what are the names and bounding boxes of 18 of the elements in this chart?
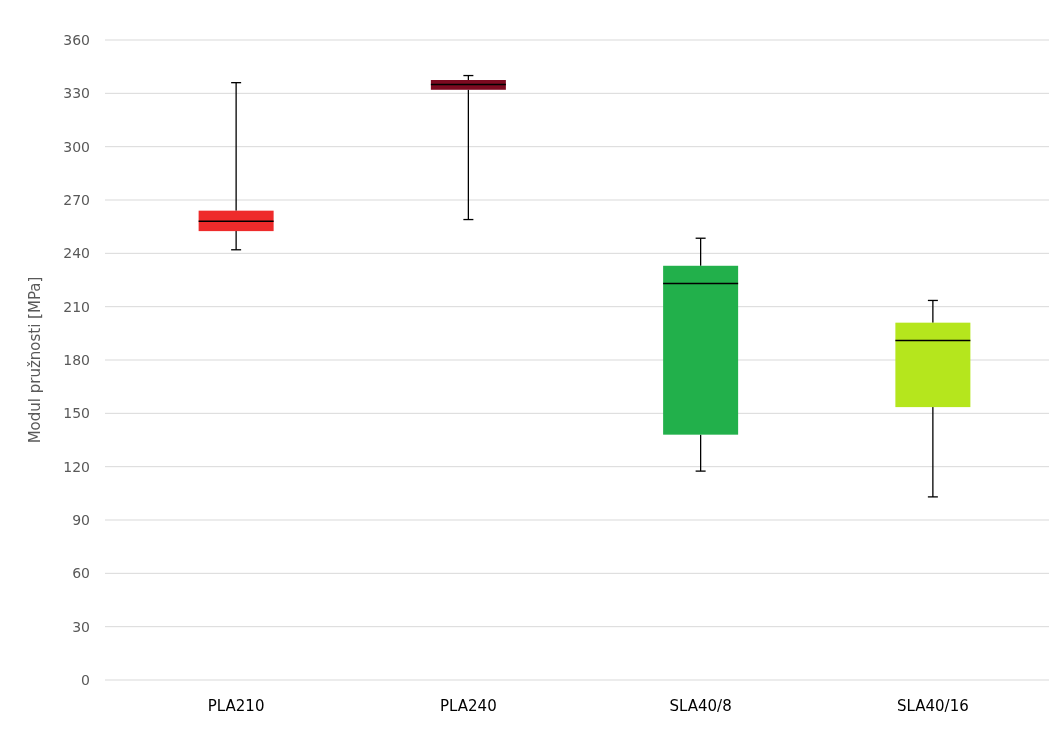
x-tick-label: SLA40/16 xyxy=(897,697,969,715)
y-tick-label: 210 xyxy=(63,298,90,315)
y-tick-label: 120 xyxy=(63,458,90,475)
x-tick-label: PLA240 xyxy=(440,697,497,715)
y-tick-label: 300 xyxy=(63,138,90,155)
y-tick-label: 330 xyxy=(63,85,90,102)
x-tick-label: SLA40/8 xyxy=(669,697,732,715)
y-tick-label: 180 xyxy=(63,351,90,368)
y-tick-label: 0 xyxy=(81,671,90,688)
x-tick-label: PLA210 xyxy=(207,697,265,715)
y-tick-label: 240 xyxy=(63,245,90,262)
y-tick-label: 270 xyxy=(63,191,90,208)
y-axis-title: Modul pružnosti [MPa] xyxy=(26,276,44,444)
y-tick-label: 90 xyxy=(72,511,90,528)
y-tick-label: 150 xyxy=(63,405,90,422)
y-tick-label: 360 xyxy=(63,31,90,48)
y-tick-label: 60 xyxy=(72,565,90,582)
y-tick-label: 30 xyxy=(72,618,90,635)
